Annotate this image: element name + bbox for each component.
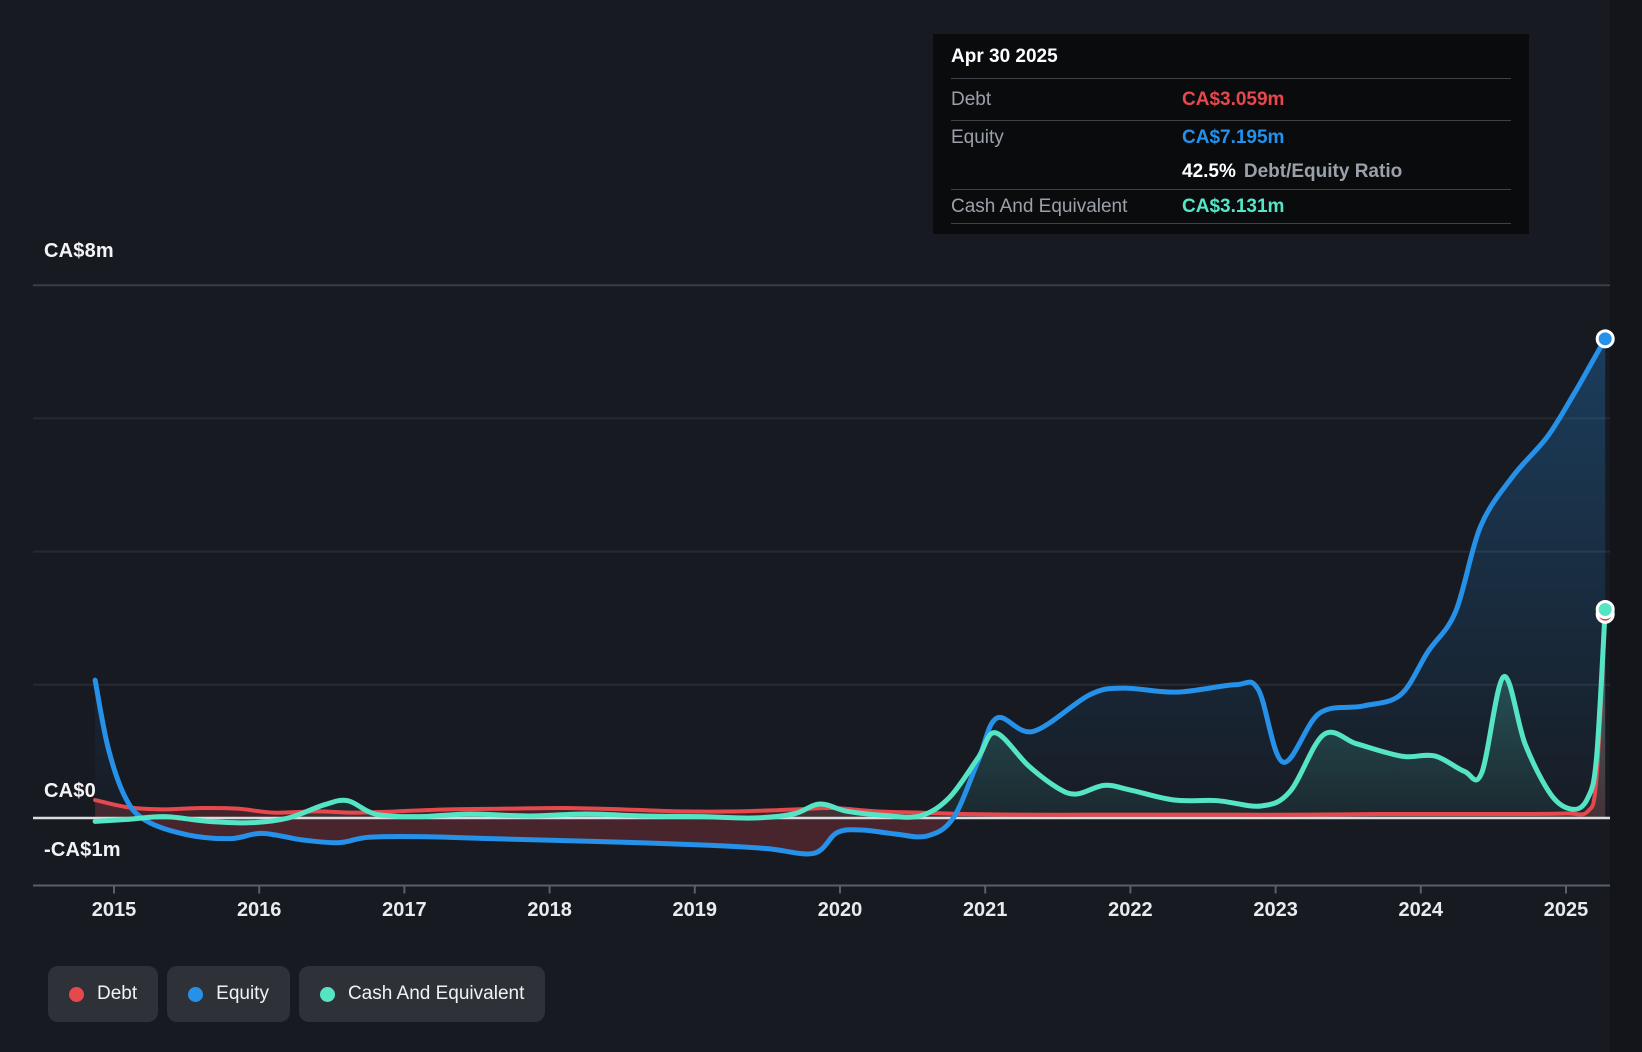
tooltip-ratio-label: Debt/Equity Ratio: [1243, 161, 1403, 182]
x-axis-label: 2015: [92, 899, 137, 921]
x-axis-label: 2017: [382, 899, 427, 921]
tooltip-row-debt: Debt CA$3.059m: [951, 78, 1511, 120]
tooltip-equity-value: CA$7.195m: [1182, 127, 1285, 148]
x-axis-label: 2016: [237, 899, 282, 921]
legend-item-debt[interactable]: Debt: [48, 966, 159, 1022]
x-axis-label: 2018: [527, 899, 572, 921]
x-axis-label: 2023: [1253, 899, 1298, 921]
tooltip-row-ratio: 42.5% Debt/Equity Ratio: [951, 155, 1511, 189]
y-axis-label-zero: CA$0: [44, 780, 96, 802]
x-axis-label: 2019: [673, 899, 718, 921]
tooltip-debt-label: Debt: [951, 88, 992, 110]
cash-dot-icon: [319, 986, 335, 1002]
tooltip-date: Apr 30 2025: [951, 46, 1058, 67]
x-axis-label: 2020: [818, 899, 863, 921]
y-axis-label-neg1m: -CA$1m: [44, 839, 121, 861]
tooltip-cash-value: CA$3.131m: [1182, 195, 1285, 217]
debt-dot-icon: [69, 986, 84, 1002]
tooltip-cash-label: Cash And Equivalent: [951, 195, 1128, 217]
chart-tooltip: Apr 30 2025 Debt CA$3.059m Equity CA$7.1…: [933, 34, 1529, 234]
x-axis-label: 2025: [1544, 899, 1589, 921]
tooltip-ratio-value: 42.5%: [1182, 161, 1236, 182]
equity-dot-icon: [188, 986, 204, 1002]
tooltip-row-equity: Equity CA$7.195m: [951, 120, 1511, 155]
tooltip-row-cash: Cash And Equivalent CA$3.131m: [951, 189, 1511, 224]
x-axis-label: 2024: [1399, 899, 1444, 921]
x-axis-label: 2022: [1108, 899, 1153, 921]
legend-item-cash[interactable]: Cash And Equivalent: [298, 966, 546, 1022]
tooltip-equity-label: Equity: [951, 127, 1004, 148]
x-axis-label: 2021: [963, 899, 1008, 921]
chart-legend: Debt Equity Cash And Equivalent: [48, 966, 546, 1022]
y-axis-label-8m: CA$8m: [44, 240, 114, 262]
tooltip-debt-value: CA$3.059m: [1182, 88, 1285, 110]
legend-item-equity[interactable]: Equity: [167, 966, 290, 1022]
